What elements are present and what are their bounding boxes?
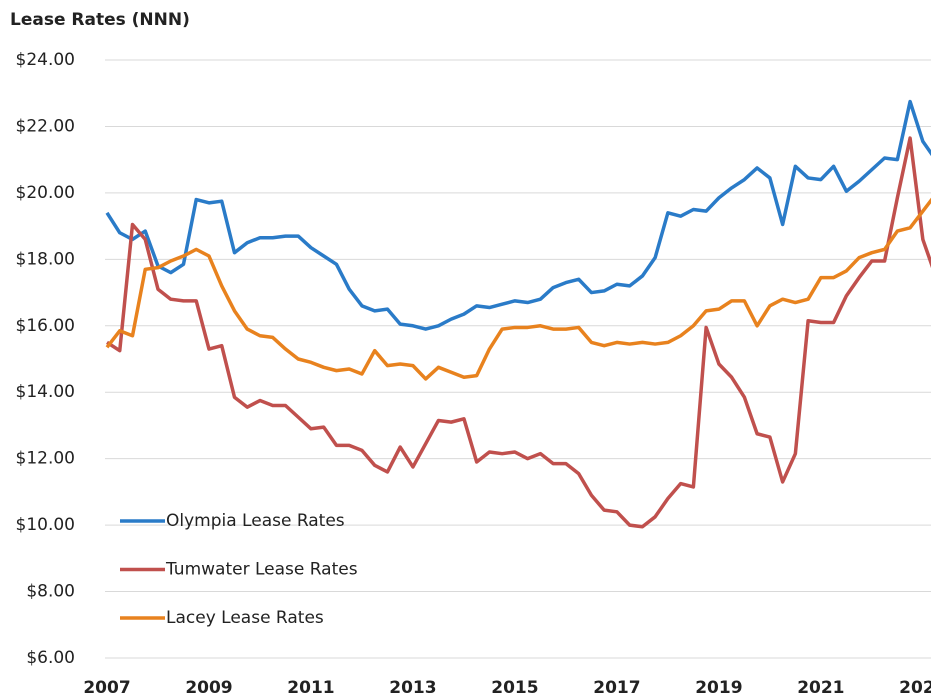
x-tick-label: 2021: [797, 678, 844, 698]
y-tick-label: $10.00: [16, 515, 75, 535]
x-tick-label: 2015: [491, 678, 538, 698]
x-tick-label: 2017: [593, 678, 640, 698]
x-tick-label: 2023: [899, 678, 931, 698]
x-tick-label: 2011: [287, 678, 334, 698]
x-tick-label: 2019: [695, 678, 742, 698]
y-tick-label: $6.00: [26, 648, 75, 668]
series-line: [106, 136, 931, 529]
y-tick-label: $14.00: [16, 382, 75, 402]
y-tick-label: $18.00: [16, 249, 75, 269]
axis-labels: $6.00 $8.00 $10.00 $12.00 $14.00 $16.00 $18.00…: [16, 50, 931, 698]
legend: Olympia Lease Rates Tumwater Lease Rates L…: [120, 511, 358, 628]
y-tick-label: $22.00: [16, 116, 75, 136]
series-line: [105, 197, 931, 381]
legend-label: Olympia Lease Rates: [166, 511, 345, 531]
y-tick-label: $16.00: [16, 316, 75, 336]
legend-label: Lacey Lease Rates: [166, 608, 324, 628]
chart-title: Lease Rates (NNN): [10, 10, 190, 30]
y-tick-label: $12.00: [16, 449, 75, 469]
x-tick-label: 2007: [83, 678, 130, 698]
series-line: [105, 99, 931, 331]
legend-label: Tumwater Lease Rates: [165, 560, 358, 580]
y-tick-label: $24.00: [16, 50, 75, 70]
y-tick-label: $8.00: [26, 582, 75, 602]
plot-area: [105, 99, 931, 529]
x-tick-label: 2009: [185, 678, 232, 698]
y-tick-label: $20.00: [16, 183, 75, 203]
x-tick-label: 2013: [389, 678, 436, 698]
